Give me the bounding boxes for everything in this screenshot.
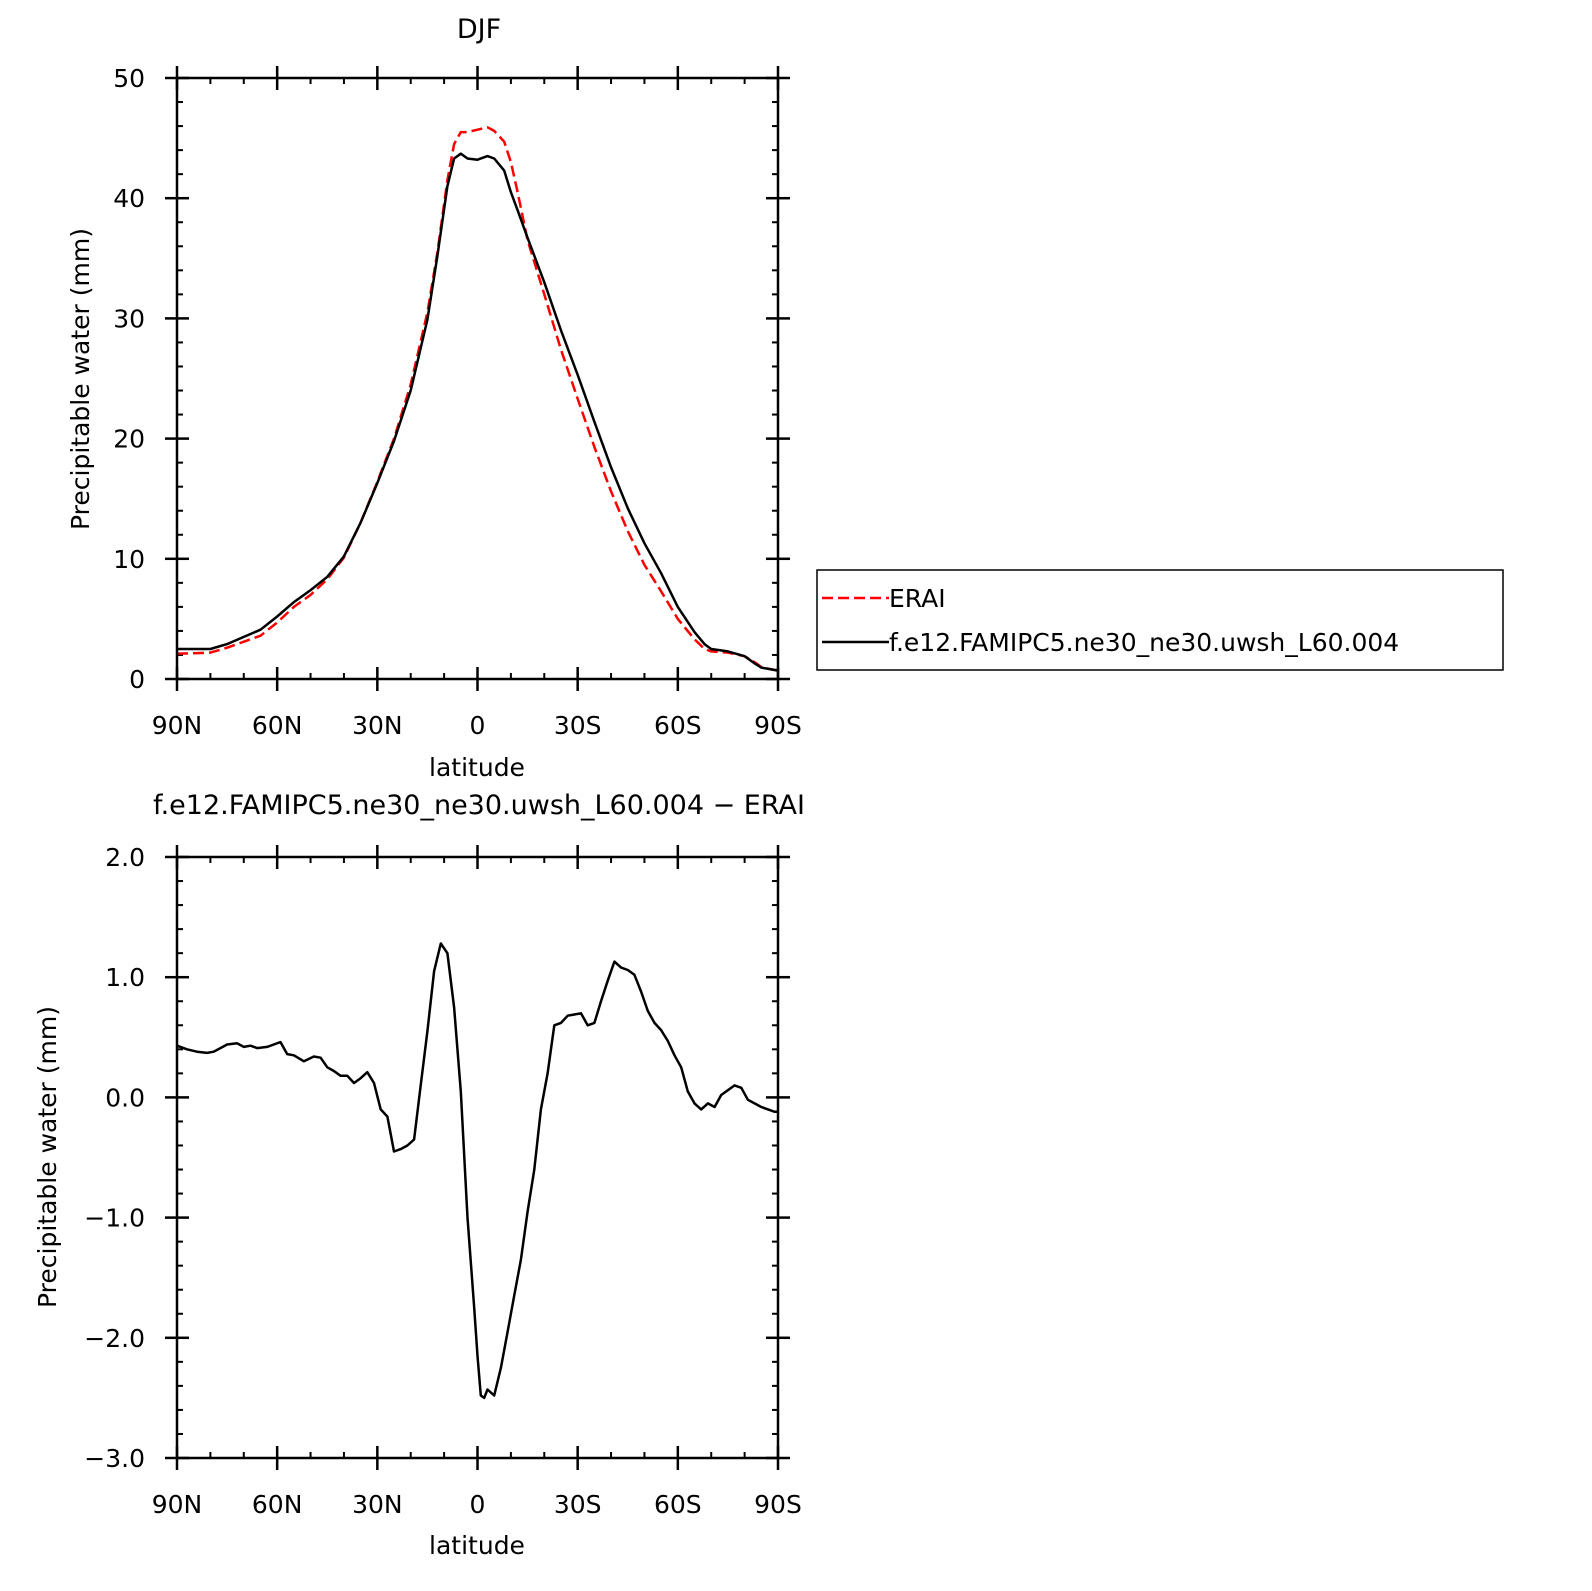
legend-label-erai: ERAI — [889, 584, 946, 613]
difference-line-chart: f.e12.FAMIPC5.ne30_ne30.uwsh_L60.004 − E… — [33, 790, 805, 1560]
legend-label-model: f.e12.FAMIPC5.ne30_ne30.uwsh_L60.004 — [889, 628, 1399, 657]
x-tick-label: 30S — [554, 711, 602, 740]
y-tick-label: 0.0 — [105, 1083, 145, 1112]
series-lines — [176, 942, 778, 1400]
y-tick-label: −2.0 — [84, 1324, 145, 1353]
x-tick-label: 90N — [152, 711, 203, 740]
series-line-0 — [176, 126, 779, 672]
legend-box — [816, 569, 1504, 671]
x-tick-label: 90N — [152, 1490, 203, 1519]
y-tick-label: 1.0 — [105, 963, 145, 992]
y-tick-label: 10 — [113, 545, 145, 574]
x-tick-label: 30N — [352, 711, 403, 740]
djf-line-chart: DJF 90N 60N 30N 0 30S 60S 90S 0 10 20 30 40 50 latit… — [66, 14, 1504, 782]
x-tick-label: 90S — [754, 1490, 802, 1519]
x-axis-label: latitude — [429, 1531, 525, 1560]
tick-labels: 90N 60N 30N 0 30S 60S 90S 0 10 20 30 40 50 — [113, 64, 802, 740]
y-tick-label: −3.0 — [84, 1444, 145, 1473]
y-tick-label: 2.0 — [105, 843, 145, 872]
y-tick-label: 30 — [113, 304, 145, 333]
x-tick-label: 30N — [352, 1490, 403, 1519]
y-tick-label: 40 — [113, 184, 145, 213]
y-tick-label: 0 — [129, 665, 145, 694]
x-tick-label: 30S — [554, 1490, 602, 1519]
legend: ERAI f.e12.FAMIPC5.ne30_ne30.uwsh_L60.00… — [816, 569, 1504, 671]
x-tick-label: 0 — [470, 1490, 486, 1519]
y-tick-label: 20 — [113, 425, 145, 454]
series-line-0 — [176, 942, 778, 1400]
chart-title: f.e12.FAMIPC5.ne30_ne30.uwsh_L60.004 − E… — [153, 790, 805, 821]
series-lines — [176, 126, 779, 672]
x-tick-label: 60S — [654, 711, 702, 740]
x-tick-label: 60N — [252, 1490, 303, 1519]
plot-frame — [175, 855, 780, 1460]
x-tick-label: 0 — [470, 711, 486, 740]
chart-title: DJF — [457, 14, 501, 45]
x-tick-label: 90S — [754, 711, 802, 740]
y-tick-label: −1.0 — [84, 1204, 145, 1233]
x-axis-label: latitude — [429, 753, 525, 782]
tick-labels: 90N 60N 30N 0 30S 60S 90S −3.0 −2.0 −1.0 0.0 1.0 2.0 — [84, 843, 802, 1519]
series-line-1 — [177, 152, 779, 672]
axis-ticks — [165, 845, 790, 1470]
plot-frame — [175, 76, 780, 681]
x-tick-label: 60N — [252, 711, 303, 740]
y-axis-label: Precipitable water (mm) — [33, 1006, 62, 1308]
y-tick-label: 50 — [113, 64, 145, 93]
y-axis-label: Precipitable water (mm) — [66, 228, 95, 530]
x-tick-label: 60S — [654, 1490, 702, 1519]
